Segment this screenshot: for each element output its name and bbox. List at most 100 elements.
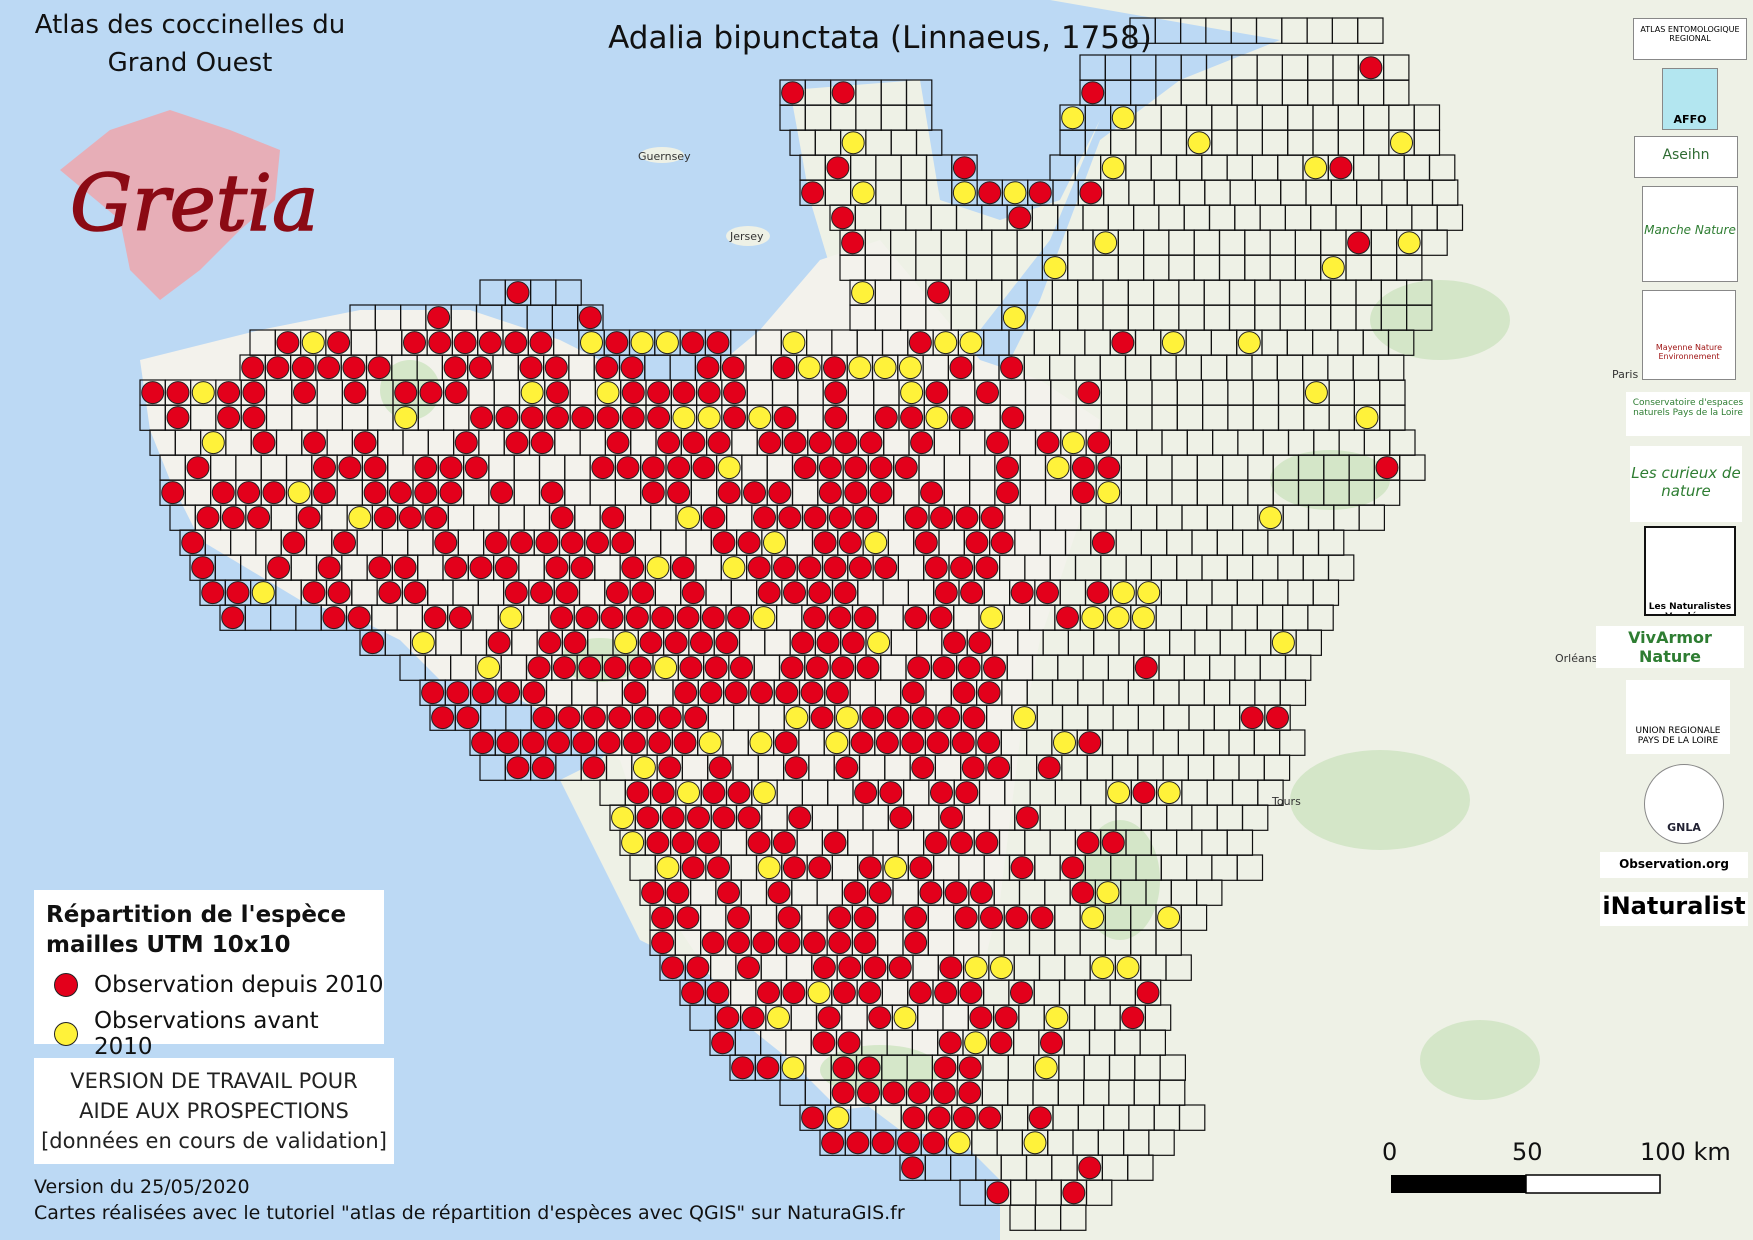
observation-since-2010	[831, 656, 855, 680]
observation-since-2010	[838, 531, 862, 555]
observation-before-2010	[807, 981, 831, 1005]
observation-since-2010	[831, 206, 855, 230]
observation-since-2010	[723, 406, 746, 430]
observation-since-2010	[468, 356, 492, 380]
observation-since-2010	[676, 606, 700, 630]
logo-cen: Conservatoire d'espaces naturels Pays de…	[1626, 392, 1750, 436]
observation-since-2010	[563, 631, 587, 655]
observation-since-2010	[875, 731, 899, 755]
observation-since-2010	[1008, 206, 1032, 230]
observation-since-2010	[920, 481, 944, 505]
observation-since-2010	[930, 506, 954, 530]
observation-before-2010	[748, 406, 772, 430]
observation-since-2010	[622, 731, 646, 755]
observation-since-2010	[628, 656, 652, 680]
observation-before-2010	[632, 756, 656, 780]
observation-before-2010	[672, 406, 696, 430]
observation-since-2010	[783, 581, 806, 605]
observation-since-2010	[721, 356, 745, 380]
observation-before-2010	[722, 556, 746, 580]
observation-since-2010	[692, 456, 716, 480]
observation-since-2010	[262, 481, 286, 505]
observation-since-2010	[758, 431, 782, 455]
observation-since-2010	[1087, 431, 1111, 455]
gretia-logo-shape	[60, 110, 280, 300]
observation-since-2010	[910, 431, 934, 455]
observation-since-2010	[530, 431, 554, 455]
observation-since-2010	[495, 406, 519, 430]
utm-cell	[1236, 854, 1264, 881]
observation-since-2010	[368, 556, 392, 580]
observation-since-2010	[727, 906, 750, 930]
observation-since-2010	[1097, 456, 1121, 480]
observation-since-2010	[414, 481, 438, 505]
observation-since-2010	[911, 706, 935, 730]
observation-since-2010	[506, 756, 530, 780]
credits: Cartes réalisées avec le tutoriel "atlas…	[34, 1202, 905, 1224]
observation-before-2010	[826, 1106, 850, 1130]
utm-cell	[1373, 479, 1401, 506]
observation-before-2010	[1321, 256, 1345, 280]
observation-since-2010	[1056, 606, 1079, 630]
red-dot-icon	[54, 973, 78, 997]
observation-since-2010	[927, 281, 950, 305]
observation-since-2010	[701, 931, 725, 955]
observation-since-2010	[421, 681, 445, 705]
observation-since-2010	[752, 931, 776, 955]
observation-before-2010	[520, 381, 544, 405]
observation-since-2010	[661, 806, 685, 830]
observation-since-2010	[347, 606, 371, 630]
observation-since-2010	[857, 1056, 881, 1080]
observation-since-2010	[727, 606, 751, 630]
observation-since-2010	[363, 481, 387, 505]
observation-since-2010	[841, 631, 865, 655]
observation-since-2010	[538, 631, 562, 655]
observation-since-2010	[907, 1081, 931, 1105]
observation-since-2010	[241, 356, 265, 380]
observation-before-2010	[934, 331, 958, 355]
observation-dots	[141, 56, 1421, 1205]
observation-since-2010	[952, 681, 976, 705]
observation-since-2010	[773, 406, 797, 430]
observation-since-2010	[907, 656, 931, 680]
observation-since-2010	[780, 656, 804, 680]
observation-since-2010	[217, 406, 241, 430]
observation-since-2010	[854, 781, 878, 805]
observation-before-2010	[925, 406, 949, 430]
legend-item-recent: Observation depuis 2010	[54, 972, 384, 998]
observation-since-2010	[393, 556, 417, 580]
observation-since-2010	[469, 556, 493, 580]
observation-since-2010	[1028, 181, 1052, 205]
observation-since-2010	[882, 1081, 906, 1105]
observation-since-2010	[522, 681, 546, 705]
observation-since-2010	[868, 1006, 892, 1030]
observation-since-2010	[813, 531, 837, 555]
observation-since-2010	[166, 381, 190, 405]
observation-since-2010	[753, 506, 776, 530]
observation-before-2010	[1390, 131, 1413, 155]
observation-since-2010	[774, 731, 798, 755]
observation-since-2010	[582, 756, 606, 780]
observation-before-2010	[677, 506, 701, 530]
utm-cell	[1148, 1129, 1175, 1156]
observation-since-2010	[276, 331, 300, 355]
observation-since-2010	[949, 356, 973, 380]
observation-since-2010	[431, 706, 455, 730]
utm-cell	[1405, 304, 1433, 331]
observation-since-2010	[327, 581, 351, 605]
observation-before-2010	[287, 481, 311, 505]
observation-since-2010	[687, 806, 710, 830]
observation-since-2010	[490, 481, 514, 505]
observation-since-2010	[952, 156, 976, 180]
observation-since-2010	[1077, 381, 1101, 405]
observation-since-2010	[605, 581, 629, 605]
observation-since-2010	[937, 706, 961, 730]
observation-since-2010	[1101, 831, 1125, 855]
observation-since-2010	[950, 831, 973, 855]
observation-since-2010	[226, 581, 250, 605]
label-orleans: Orléans	[1555, 652, 1598, 665]
observation-since-2010	[707, 856, 730, 880]
observation-since-2010	[737, 956, 760, 980]
observation-since-2010	[1030, 906, 1054, 930]
observation-since-2010	[595, 356, 619, 380]
